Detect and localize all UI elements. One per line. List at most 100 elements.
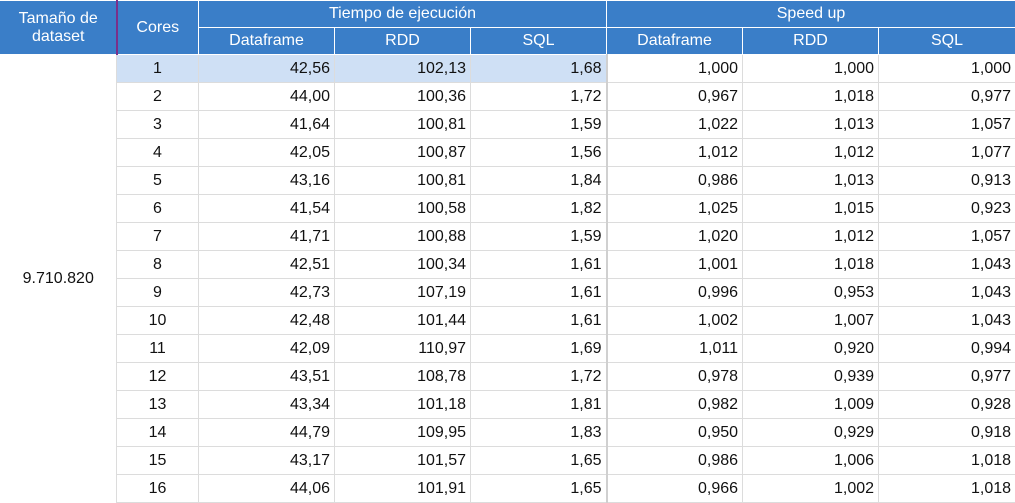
cell-speedup-dataframe[interactable]: 0,996 [606,278,744,307]
cell-time-dataframe[interactable]: 44,79 [198,418,335,447]
cell-speedup-rdd[interactable]: 1,000 [742,54,880,83]
cell-speedup-dataframe[interactable]: 1,022 [606,110,744,139]
cell-time-rdd[interactable]: 100,87 [334,138,471,167]
cell-cores[interactable]: 1 [116,54,199,83]
cell-speedup-sql[interactable]: 1,043 [878,278,1015,307]
cell-speedup-dataframe[interactable]: 0,950 [606,418,744,447]
cell-speedup-rdd[interactable]: 1,013 [742,110,880,139]
cell-time-dataframe[interactable]: 42,51 [198,250,335,279]
cell-time-rdd[interactable]: 109,95 [334,418,471,447]
cell-speedup-rdd[interactable]: 1,007 [742,306,880,335]
cell-speedup-dataframe[interactable]: 1,011 [606,334,744,363]
cell-speedup-sql[interactable]: 1,018 [878,446,1015,475]
cell-speedup-dataframe[interactable]: 0,967 [606,82,744,111]
cell-time-sql[interactable]: 1,72 [470,82,608,111]
header-cores[interactable]: Cores [116,0,199,55]
cell-speedup-rdd[interactable]: 1,018 [742,82,880,111]
cell-speedup-sql[interactable]: 0,928 [878,390,1015,419]
cell-cores[interactable]: 4 [116,138,199,167]
header-time-sql[interactable]: SQL [469,27,608,55]
cell-cores[interactable]: 9 [116,278,199,307]
header-speed-up[interactable]: Speed up [606,0,1015,28]
cell-time-rdd[interactable]: 100,81 [334,110,471,139]
cell-cores[interactable]: 3 [116,110,199,139]
cell-time-sql[interactable]: 1,81 [470,390,608,419]
cell-time-sql[interactable]: 1,59 [470,110,608,139]
cell-time-dataframe[interactable]: 41,71 [198,222,335,251]
cell-time-dataframe[interactable]: 41,54 [198,194,335,223]
cell-speedup-sql[interactable]: 0,994 [878,334,1015,363]
cell-time-rdd[interactable]: 101,57 [334,446,471,475]
cell-cores[interactable]: 6 [116,194,199,223]
cell-time-sql[interactable]: 1,61 [470,250,608,279]
cell-cores[interactable]: 8 [116,250,199,279]
cell-time-rdd[interactable]: 100,34 [334,250,471,279]
cell-speedup-rdd[interactable]: 1,002 [742,474,880,503]
cell-time-rdd[interactable]: 100,36 [334,82,471,111]
cell-speedup-sql[interactable]: 1,043 [878,306,1015,335]
cell-time-sql[interactable]: 1,56 [470,138,608,167]
cell-time-dataframe[interactable]: 42,09 [198,334,335,363]
cell-speedup-sql[interactable]: 1,057 [878,222,1015,251]
cell-speedup-dataframe[interactable]: 1,002 [606,306,744,335]
header-speedup-sql[interactable]: SQL [878,27,1015,55]
cell-time-dataframe[interactable]: 42,73 [198,278,335,307]
cell-speedup-sql[interactable]: 0,923 [878,194,1015,223]
cell-time-rdd[interactable]: 108,78 [334,362,471,391]
cell-time-dataframe[interactable]: 44,00 [198,82,335,111]
cell-speedup-rdd[interactable]: 1,012 [742,222,880,251]
cell-speedup-sql[interactable]: 1,043 [878,250,1015,279]
cell-time-rdd[interactable]: 100,58 [334,194,471,223]
cell-speedup-dataframe[interactable]: 0,982 [606,390,744,419]
cell-time-rdd[interactable]: 101,18 [334,390,471,419]
cell-speedup-sql[interactable]: 0,977 [878,82,1015,111]
cell-speedup-dataframe[interactable]: 0,978 [606,362,744,391]
cell-speedup-rdd[interactable]: 0,920 [742,334,880,363]
cell-time-sql[interactable]: 1,84 [470,166,608,195]
cell-time-sql[interactable]: 1,68 [470,54,608,83]
cell-time-sql[interactable]: 1,61 [470,306,608,335]
cell-time-dataframe[interactable]: 42,48 [198,306,335,335]
cell-speedup-sql[interactable]: 0,977 [878,362,1015,391]
cell-time-sql[interactable]: 1,69 [470,334,608,363]
cell-speedup-sql[interactable]: 0,913 [878,166,1015,195]
cell-time-rdd[interactable]: 110,97 [334,334,471,363]
cell-time-sql[interactable]: 1,59 [470,222,608,251]
cell-cores[interactable]: 16 [116,474,199,503]
cell-cores[interactable]: 7 [116,222,199,251]
cell-speedup-sql[interactable]: 1,018 [878,474,1015,503]
cell-speedup-dataframe[interactable]: 1,012 [606,138,744,167]
cell-cores[interactable]: 10 [116,306,199,335]
cell-speedup-rdd[interactable]: 1,012 [742,138,880,167]
cell-speedup-dataframe[interactable]: 1,020 [606,222,744,251]
cell-time-dataframe[interactable]: 42,05 [198,138,335,167]
cell-speedup-rdd[interactable]: 1,013 [742,166,880,195]
cell-cores[interactable]: 11 [116,334,199,363]
cell-speedup-rdd[interactable]: 1,015 [742,194,880,223]
cell-time-sql[interactable]: 1,61 [470,278,608,307]
cell-time-dataframe[interactable]: 43,34 [198,390,335,419]
cell-time-rdd[interactable]: 101,91 [334,474,471,503]
cell-speedup-rdd[interactable]: 0,939 [742,362,880,391]
cell-speedup-sql[interactable]: 0,918 [878,418,1015,447]
cell-time-sql[interactable]: 1,65 [470,446,608,475]
cell-time-dataframe[interactable]: 43,51 [198,362,335,391]
header-dataset-size[interactable]: Tamaño de dataset [0,0,118,55]
cell-time-sql[interactable]: 1,65 [470,474,608,503]
cell-time-dataframe[interactable]: 43,17 [198,446,335,475]
cell-time-dataframe[interactable]: 44,06 [198,474,335,503]
cell-speedup-dataframe[interactable]: 0,986 [606,446,744,475]
cell-time-rdd[interactable]: 102,13 [334,54,471,83]
cell-cores[interactable]: 13 [116,390,199,419]
cell-speedup-dataframe[interactable]: 0,986 [606,166,744,195]
cell-speedup-dataframe[interactable]: 1,025 [606,194,744,223]
cell-speedup-rdd[interactable]: 0,953 [742,278,880,307]
cell-speedup-dataframe[interactable]: 1,001 [606,250,744,279]
cell-time-rdd[interactable]: 101,44 [334,306,471,335]
header-speedup-dataframe[interactable]: Dataframe [606,27,744,55]
cell-cores[interactable]: 14 [116,418,199,447]
cell-cores[interactable]: 15 [116,446,199,475]
cell-time-rdd[interactable]: 100,88 [334,222,471,251]
cell-time-rdd[interactable]: 100,81 [334,166,471,195]
cell-speedup-sql[interactable]: 1,057 [878,110,1015,139]
